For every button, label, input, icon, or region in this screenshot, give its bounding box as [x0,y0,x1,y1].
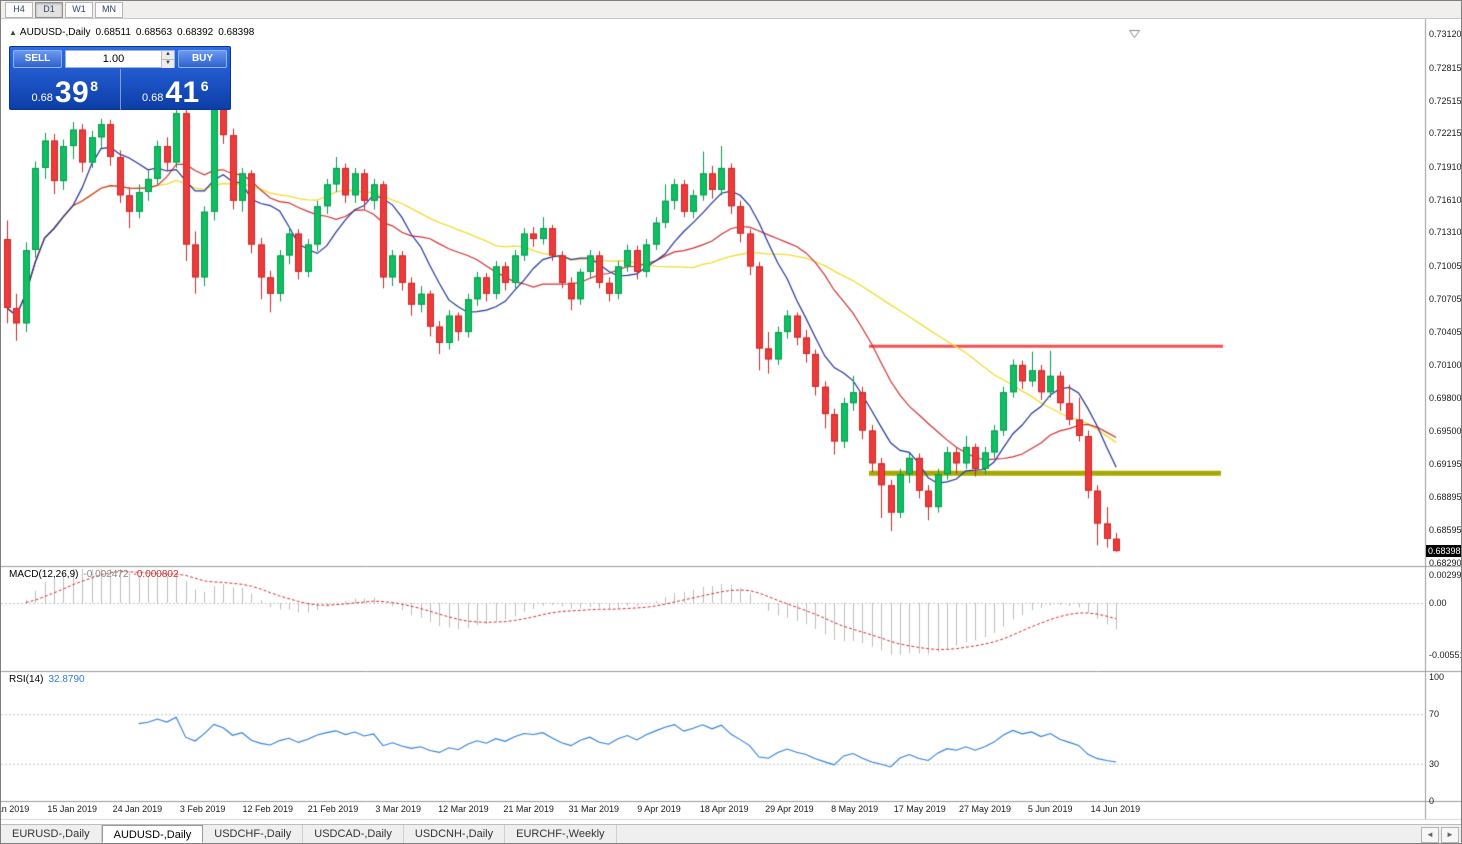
chart-symbol-label: AUDUSD-,Daily [19,27,91,38]
chart-title: ▲ AUDUSD-,Daily 0.68511 0.68563 0.68392 0.683… [9,27,259,38]
chart-tabbar: EURUSD-,Daily AUDUSD-,Daily USDCHF-,Daily U… [1,824,1461,843]
macd-header: MACD(12,26,9) -0.002472 -0.000802 [9,569,179,580]
chart-tab-usdcad-daily[interactable]: USDCAD-,Daily [303,825,404,843]
one-click-trading-panel: SELL 1.00 ▲ ▼ BUY 0.68 39 8 0.68 41 6 [9,46,231,111]
ohlc-close: 0.68398 [218,27,255,38]
sell-price-big: 39 [54,76,90,109]
timeframe-button-mn[interactable]: MN [95,1,123,18]
volume-input[interactable]: 1.00 [102,53,125,65]
chart-tab-eurchf-weekly[interactable]: EURCHF-,Weekly [505,825,617,843]
tabs-scroll-left-icon[interactable]: ◄ [1421,827,1439,843]
volume-up-icon[interactable]: ▲ [162,50,174,59]
timeframe-button-w1[interactable]: W1 [65,1,93,18]
chart-tab-usdchf-daily[interactable]: USDCHF-,Daily [203,825,304,843]
sell-button[interactable]: SELL [13,50,62,68]
volume-down-icon[interactable]: ▼ [162,58,174,68]
macd-label: MACD(12,26,9) [9,569,79,580]
sell-price-sup: 8 [90,78,99,94]
rsi-value: 32.8790 [48,674,85,685]
chart-tab-audusd-daily[interactable]: AUDUSD-,Daily [101,825,204,843]
timeframe-toolbar: H4 D1 W1 MN [1,1,1461,19]
volume-spinner: ▲ ▼ [161,50,174,68]
sell-price-display[interactable]: 0.68 39 8 [10,69,120,111]
volume-box: 1.00 ▲ ▼ [65,50,175,68]
current-price-badge: 0.68398 [1426,545,1461,557]
buy-price-prefix: 0.68 [141,92,164,104]
rsi-header: RSI(14) 32.8790 [9,674,85,685]
timeframe-button-h4[interactable]: H4 [5,1,33,18]
oct-collapse-icon[interactable]: ▲ [9,28,17,37]
buy-price-sup: 6 [200,78,209,94]
macd-signal-value: -0.000802 [133,569,179,580]
buy-price-big: 41 [165,76,200,109]
rsi-label: RSI(14) [9,674,44,685]
chart-tab-eurusd-daily[interactable]: EURUSD-,Daily [1,825,102,843]
macd-main-value: -0.002472 [83,569,129,580]
chart-tabs: EURUSD-,Daily AUDUSD-,Daily USDCHF-,Daily U… [1,825,617,843]
ohlc-low: 0.68392 [177,27,214,38]
chart-tab-usdcnh-daily[interactable]: USDCNH-,Daily [404,825,506,843]
buy-button[interactable]: BUY [178,50,227,68]
ohlc-open: 0.68511 [95,27,131,38]
sell-price-prefix: 0.68 [31,92,53,104]
timeframe-button-d1[interactable]: D1 [35,1,63,18]
tabs-scroll-right-icon[interactable]: ► [1441,827,1459,843]
buy-price-display[interactable]: 0.68 41 6 [119,69,231,111]
tab-scroll-arrows: ◄ ► [1421,827,1459,843]
ohlc-high: 0.68563 [135,27,173,38]
